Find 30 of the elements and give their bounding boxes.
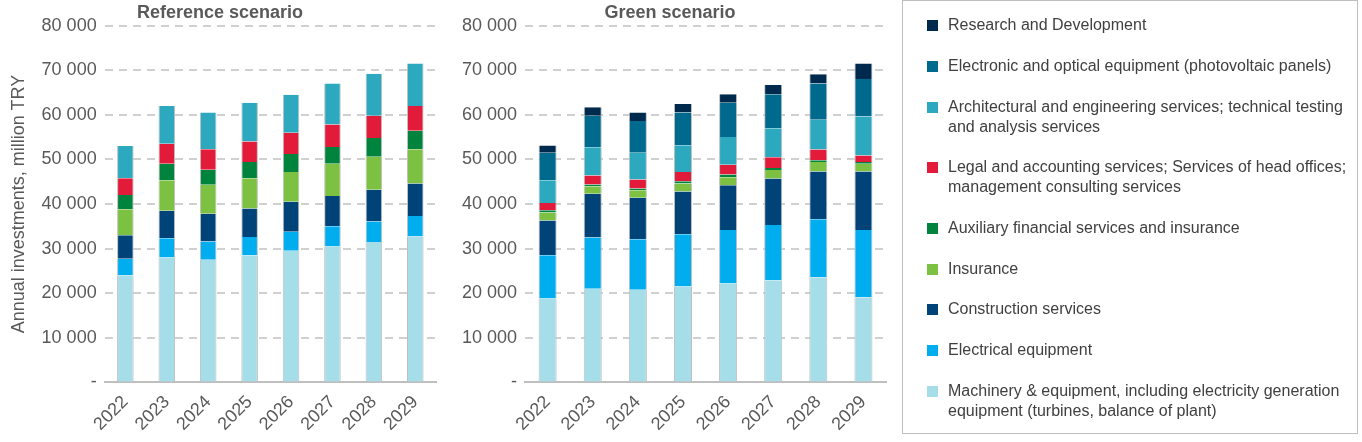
legend-label: Electronic and optical equipment (photovoltaic panels) [948,56,1332,76]
y-tick-label: 30 000 [461,237,518,258]
legend-label: Legal and accounting services; Services of head offices; management consulting services [948,157,1348,198]
y-tick-label: 70 000 [41,59,97,80]
y-axis-title: Annual investments, million TRY [7,74,28,334]
y-tick-label: - [90,371,97,392]
y-tick-label: 70 000 [461,59,518,80]
chart-title: Reference scenario [136,1,304,22]
y-tick-label: 60 000 [461,103,518,124]
y-tick-label: 40 000 [41,192,97,213]
y-tick-label: - [511,371,518,392]
legend-label: Electrical equipment [948,339,1093,360]
y-tick-label: 10 000 [41,326,97,347]
y-tick-label: 30 000 [41,237,97,258]
y-tick-label: 50 000 [461,148,518,169]
y-tick-label: 50 000 [41,148,97,169]
legend-label: Auxiliary financial services and insurance [948,217,1240,238]
legend-label: Machinery & equipment, including electricity generation equipment (turbines, balance of plant) [948,380,1341,421]
y-tick-label: 80 000 [461,14,518,35]
legend-label: Insurance [948,258,1019,279]
legend-label: Architectural and engineering services; technical testing and analysis services [948,96,1344,137]
y-tick-label: 80 000 [41,14,97,35]
y-tick-label: 40 000 [461,192,518,213]
legend-label: Research and Development [948,15,1147,36]
chart-title: Green scenario [604,1,736,22]
y-tick-label: 20 000 [41,282,97,303]
y-tick-label: 10 000 [461,326,518,347]
y-tick-label: 20 000 [461,282,518,303]
legend-label: Construction services [948,299,1101,320]
y-tick-label: 60 000 [41,103,97,124]
